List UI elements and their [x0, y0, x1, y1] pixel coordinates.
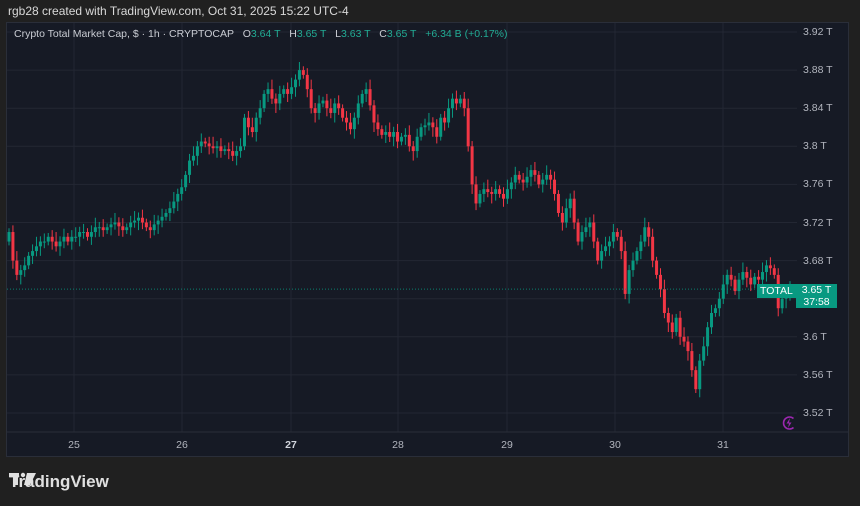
price-tick-label: 3.92 T [803, 26, 833, 38]
last-price-tag: 3.65 T 37:58 [796, 284, 837, 308]
change-value: +6.34 B (+0.17%) [425, 28, 508, 40]
date-tick-label: 27 [285, 439, 297, 451]
price-tick-label: 3.88 T [803, 64, 833, 77]
price-tick-label: 3.52 T [803, 407, 833, 419]
high-value: 3.65 T [296, 28, 327, 40]
tradingview-logo-icon [9, 472, 36, 485]
date-tick-label: 30 [609, 439, 621, 451]
price-tick-label: 3.76 T [803, 178, 833, 191]
date-tick-label: 28 [392, 439, 404, 451]
chart-frame[interactable] [6, 22, 849, 457]
open-value: 3.64 T [250, 28, 281, 40]
price-tick-label: 3.6 T [803, 330, 827, 343]
chart-credit: rgb28 created with TradingView.com, Oct … [8, 4, 349, 18]
price-tick-label: 3.72 T [803, 216, 833, 229]
symbol-label: Crypto Total Market Cap, $ · 1h · CRYPTO… [14, 28, 234, 40]
close-value: 3.65 T [386, 28, 417, 40]
date-tick-label: 29 [501, 439, 513, 451]
price-tick-label: 3.56 T [803, 368, 833, 381]
lightning-icon[interactable] [781, 415, 797, 431]
tradingview-logo[interactable]: TradingView [9, 472, 109, 492]
price-tick-label: 3.84 T [803, 102, 833, 115]
price-tick-label: 3.68 T [803, 254, 833, 267]
date-tick-label: 26 [176, 439, 188, 451]
low-value: 3.63 T [340, 28, 371, 40]
symbol-price-tag: TOTAL [757, 284, 796, 298]
date-tick-label: 31 [717, 439, 729, 451]
bar-countdown: 37:58 [803, 295, 830, 308]
price-tick-label: 3.8 T [803, 140, 827, 153]
chart-legend: Crypto Total Market Cap, $ · 1h · CRYPTO… [14, 28, 508, 40]
date-tick-label: 25 [68, 439, 80, 451]
